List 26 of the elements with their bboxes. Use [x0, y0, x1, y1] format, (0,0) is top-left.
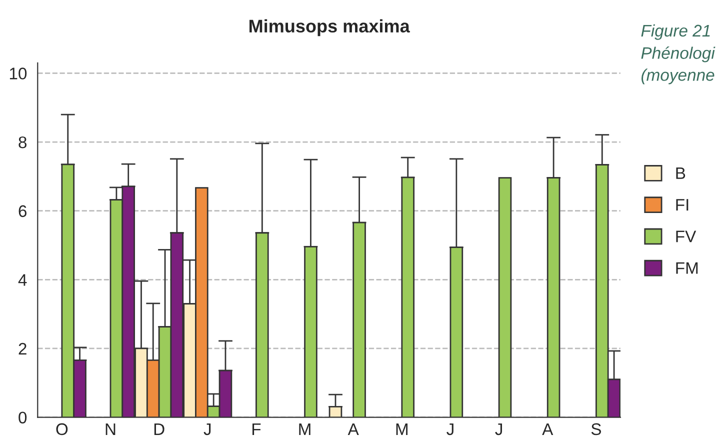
- chart-title: Mimusops maxima: [249, 19, 410, 36]
- x-tick-label: J: [495, 423, 502, 436]
- y-tick-label: 4: [18, 274, 27, 286]
- x-tick-label: N: [106, 423, 116, 435]
- x-tick-label: F: [252, 423, 261, 435]
- y-tick-label: 0: [18, 412, 27, 424]
- y-tick-label: 6: [18, 205, 26, 218]
- x-tick-label: J: [446, 423, 454, 436]
- x-tick-label: O: [56, 423, 68, 436]
- x-tick-label: J: [204, 423, 211, 436]
- x-tick-label: A: [542, 423, 554, 435]
- legend-label: FV: [676, 230, 696, 242]
- y-tick-label: 2: [18, 342, 26, 355]
- legend-label: FI: [676, 199, 688, 211]
- x-tick-label: A: [348, 423, 359, 435]
- y-tick-label: 10: [10, 68, 27, 80]
- legend-label: FM: [676, 262, 698, 274]
- text: Phénologi: [641, 46, 716, 62]
- x-tick-label: S: [591, 423, 601, 436]
- legend-label: B: [676, 167, 686, 179]
- x-tick-label: M: [299, 423, 310, 435]
- x-tick-label: D: [154, 423, 164, 435]
- x-tick-label: M: [396, 423, 408, 435]
- y-tick-label: 8: [18, 136, 27, 148]
- caption: Figure 21: [641, 24, 710, 40]
- text: (moyenne: [642, 68, 714, 84]
